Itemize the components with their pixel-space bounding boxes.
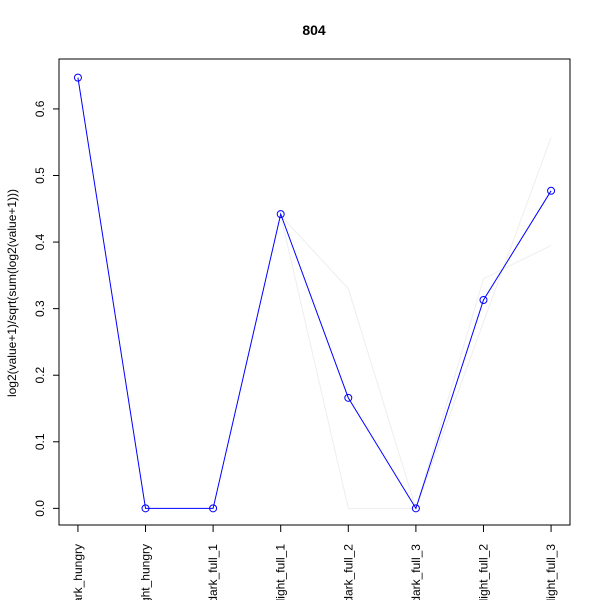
y-tick-label: 0.2 <box>33 367 47 384</box>
y-axis-label: log2(value+1)/sqrt(sum(log2(value+1))) <box>5 189 19 397</box>
series-0 <box>73 73 556 513</box>
x-tick-label: light_full_1 <box>274 544 288 600</box>
data-point <box>73 73 82 82</box>
x-tick-label: ght_hungry <box>139 544 153 600</box>
data-point <box>479 295 488 304</box>
data-point <box>141 504 150 513</box>
series-line <box>77 77 552 510</box>
series-1 <box>280 215 552 511</box>
data-point <box>411 504 420 513</box>
x-tick-label: light_full_2 <box>476 544 490 600</box>
y-tick-label: 0.3 <box>33 300 47 317</box>
y-axis: 0.0 0.1 0.2 0.3 0.4 0.5 0.6 <box>33 100 60 517</box>
y-tick-label: 0.5 <box>33 167 47 184</box>
data-point <box>344 393 353 402</box>
x-tick-label: dark_full_3 <box>409 544 423 600</box>
y-tick-label: 0.1 <box>33 433 47 450</box>
x-tick-label: dark_full_1 <box>206 544 220 600</box>
plot-frame <box>58 58 571 526</box>
data-point <box>276 210 285 219</box>
x-tick-label: dark_full_2 <box>341 544 355 600</box>
x-tick-label: light_full_3 <box>544 544 558 600</box>
x-tick-label: ark_hungry <box>71 544 85 600</box>
chart-title: 804 <box>302 22 326 38</box>
data-point <box>209 504 218 513</box>
series-line <box>280 215 552 511</box>
data-point <box>547 186 556 195</box>
x-axis: ark_hungry ght_hungry dark_full_1 light_ful… <box>71 524 558 600</box>
y-tick-label: 0.4 <box>33 233 47 250</box>
y-tick-label: 0.0 <box>33 500 47 517</box>
series-layer <box>73 73 556 513</box>
y-tick-label: 0.6 <box>33 100 47 117</box>
